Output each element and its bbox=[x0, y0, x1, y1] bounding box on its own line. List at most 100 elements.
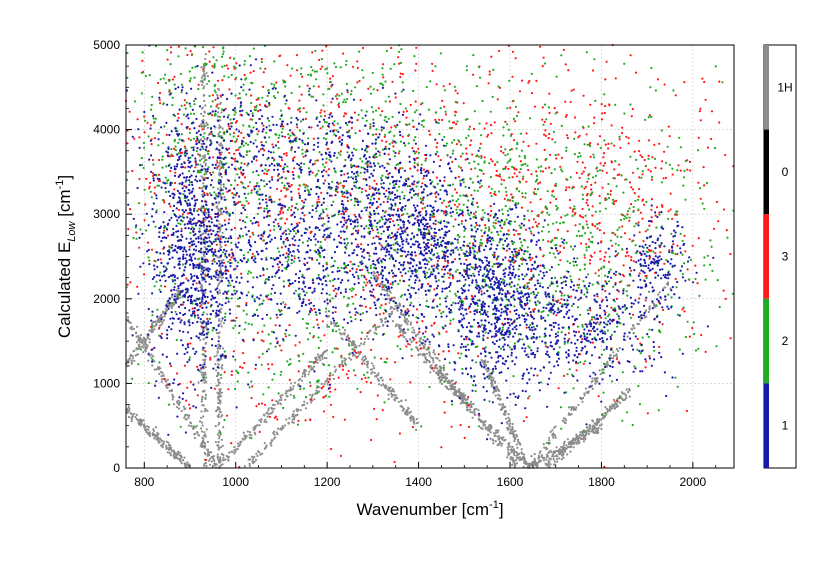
data-point bbox=[237, 167, 240, 170]
data-point bbox=[710, 110, 714, 113]
data-point bbox=[262, 85, 265, 88]
data-point bbox=[487, 433, 490, 436]
data-point bbox=[265, 420, 268, 424]
data-point bbox=[409, 323, 412, 326]
data-point bbox=[650, 216, 653, 219]
data-point bbox=[165, 447, 168, 450]
data-point bbox=[307, 373, 310, 376]
data-point bbox=[586, 204, 590, 207]
data-point bbox=[217, 384, 220, 387]
data-point bbox=[401, 73, 404, 76]
data-point bbox=[364, 337, 367, 340]
data-point bbox=[505, 194, 508, 197]
data-point bbox=[205, 326, 208, 329]
data-point bbox=[455, 123, 458, 126]
data-point bbox=[300, 93, 303, 96]
data-point bbox=[317, 273, 320, 277]
data-point bbox=[152, 117, 155, 120]
data-point bbox=[560, 292, 563, 295]
data-point bbox=[280, 159, 284, 162]
data-point bbox=[380, 232, 383, 235]
data-point bbox=[397, 335, 400, 338]
data-point bbox=[176, 372, 179, 375]
data-point bbox=[235, 76, 238, 79]
data-point bbox=[483, 127, 486, 130]
data-point bbox=[435, 195, 438, 199]
data-point bbox=[287, 422, 290, 425]
data-point bbox=[563, 444, 566, 447]
data-point bbox=[291, 67, 294, 70]
data-point bbox=[479, 142, 482, 145]
data-point bbox=[238, 92, 241, 95]
data-point bbox=[146, 425, 149, 428]
data-point bbox=[143, 423, 146, 426]
data-point bbox=[554, 436, 557, 439]
data-point bbox=[513, 454, 516, 457]
data-point bbox=[214, 98, 217, 101]
data-point bbox=[524, 228, 528, 231]
data-point bbox=[153, 192, 156, 195]
data-point bbox=[265, 100, 268, 103]
data-point bbox=[214, 425, 217, 428]
data-point bbox=[219, 94, 222, 97]
data-point bbox=[268, 196, 271, 199]
data-point bbox=[435, 372, 438, 375]
data-point bbox=[299, 377, 302, 381]
data-point bbox=[380, 177, 383, 180]
data-point bbox=[433, 264, 436, 267]
data-point bbox=[545, 453, 548, 456]
data-point bbox=[384, 211, 387, 214]
data-point bbox=[362, 360, 365, 363]
data-point bbox=[336, 97, 339, 100]
data-point bbox=[589, 103, 592, 106]
data-point bbox=[356, 225, 359, 228]
data-point bbox=[497, 443, 500, 446]
data-point bbox=[258, 103, 261, 106]
data-point bbox=[382, 76, 385, 79]
data-point bbox=[126, 411, 129, 414]
data-point bbox=[163, 315, 166, 318]
data-point bbox=[515, 443, 518, 446]
data-point bbox=[591, 224, 594, 227]
data-point bbox=[454, 218, 457, 221]
data-point bbox=[459, 143, 462, 146]
data-point bbox=[147, 256, 150, 259]
data-point bbox=[671, 173, 674, 176]
data-point bbox=[625, 396, 628, 400]
data-point bbox=[213, 355, 216, 358]
data-point bbox=[392, 296, 395, 299]
data-point bbox=[219, 237, 222, 241]
data-point bbox=[447, 388, 450, 391]
data-point bbox=[369, 381, 373, 384]
data-point bbox=[552, 432, 555, 435]
data-point bbox=[339, 454, 343, 457]
data-point bbox=[230, 241, 233, 244]
data-point bbox=[375, 274, 378, 277]
data-point bbox=[578, 278, 581, 281]
data-point bbox=[221, 463, 224, 466]
data-point bbox=[399, 72, 402, 75]
data-point bbox=[213, 65, 216, 68]
data-point bbox=[259, 67, 262, 70]
data-point bbox=[286, 260, 289, 263]
data-point bbox=[153, 325, 156, 328]
data-point bbox=[565, 444, 568, 447]
data-point bbox=[135, 341, 138, 344]
data-point bbox=[457, 139, 460, 142]
data-point bbox=[394, 96, 397, 99]
data-point bbox=[564, 447, 567, 450]
data-point bbox=[270, 439, 273, 442]
data-point bbox=[509, 445, 512, 448]
data-point bbox=[206, 126, 209, 129]
data-point bbox=[350, 89, 353, 92]
data-point bbox=[260, 141, 263, 144]
data-point bbox=[216, 347, 219, 350]
data-point bbox=[285, 394, 288, 397]
data-point bbox=[604, 289, 607, 293]
data-point bbox=[586, 198, 589, 202]
data-point bbox=[250, 81, 253, 84]
data-point bbox=[404, 399, 407, 402]
data-point bbox=[405, 413, 408, 416]
data-point bbox=[704, 98, 707, 101]
data-point bbox=[388, 100, 391, 103]
